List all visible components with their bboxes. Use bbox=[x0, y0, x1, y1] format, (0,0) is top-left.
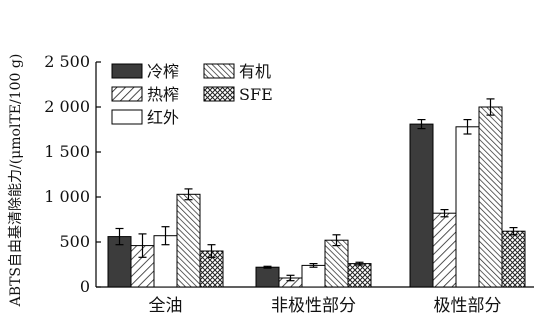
y-ticks: 0 500 1 000 1 500 2 000 2 500 bbox=[44, 52, 101, 296]
legend-swatch bbox=[111, 63, 143, 79]
error-bar bbox=[440, 209, 449, 218]
legend-swatch bbox=[203, 63, 235, 79]
bar bbox=[176, 193, 201, 288]
error-bar bbox=[355, 261, 364, 266]
bar bbox=[255, 266, 280, 288]
bar bbox=[432, 212, 457, 288]
y-tick-label: 0 bbox=[80, 277, 90, 296]
legend-swatch bbox=[203, 86, 235, 102]
bar bbox=[501, 230, 526, 288]
error-bar bbox=[161, 226, 170, 246]
legend-swatch bbox=[111, 86, 143, 102]
error-bar bbox=[417, 118, 426, 130]
bar bbox=[455, 126, 480, 288]
legend-label: SFE bbox=[239, 85, 273, 104]
x-labels: 全油 非极性部分 极性部分 bbox=[149, 296, 502, 316]
error-bar bbox=[207, 244, 216, 258]
y-tick-label: 2 500 bbox=[44, 52, 90, 71]
legend-label: 红外 bbox=[147, 108, 179, 127]
y-tick-label: 1 000 bbox=[44, 187, 90, 206]
legend-swatch bbox=[111, 109, 143, 125]
legend-label: 有机 bbox=[239, 62, 271, 81]
bar bbox=[301, 264, 326, 288]
error-bar bbox=[309, 263, 318, 268]
error-bar bbox=[463, 118, 472, 135]
error-bar bbox=[286, 274, 295, 282]
y-tick-label: 1 500 bbox=[44, 142, 90, 161]
legend-label: 冷榨 bbox=[147, 62, 179, 81]
error-bar bbox=[332, 234, 341, 247]
bar bbox=[409, 123, 434, 288]
y-tick-label: 500 bbox=[59, 232, 90, 251]
error-bar bbox=[115, 227, 124, 246]
x-category-label: 全油 bbox=[149, 296, 183, 316]
x-category-label: 非极性部分 bbox=[271, 296, 356, 316]
bar bbox=[324, 239, 349, 288]
legend-label: 热榨 bbox=[147, 85, 179, 104]
bar bbox=[478, 106, 503, 288]
error-bar bbox=[184, 188, 193, 201]
y-axis-label: ABTS自由基清除能力/(μmolTE/100 g) bbox=[7, 54, 24, 308]
bar bbox=[347, 263, 372, 288]
error-bar bbox=[138, 233, 147, 258]
bars bbox=[107, 98, 526, 288]
error-bar bbox=[486, 98, 495, 116]
x-category-label: 极性部分 bbox=[434, 296, 502, 316]
y-tick-label: 2 000 bbox=[44, 97, 90, 116]
error-bar bbox=[509, 227, 518, 236]
error-bar bbox=[263, 265, 272, 269]
